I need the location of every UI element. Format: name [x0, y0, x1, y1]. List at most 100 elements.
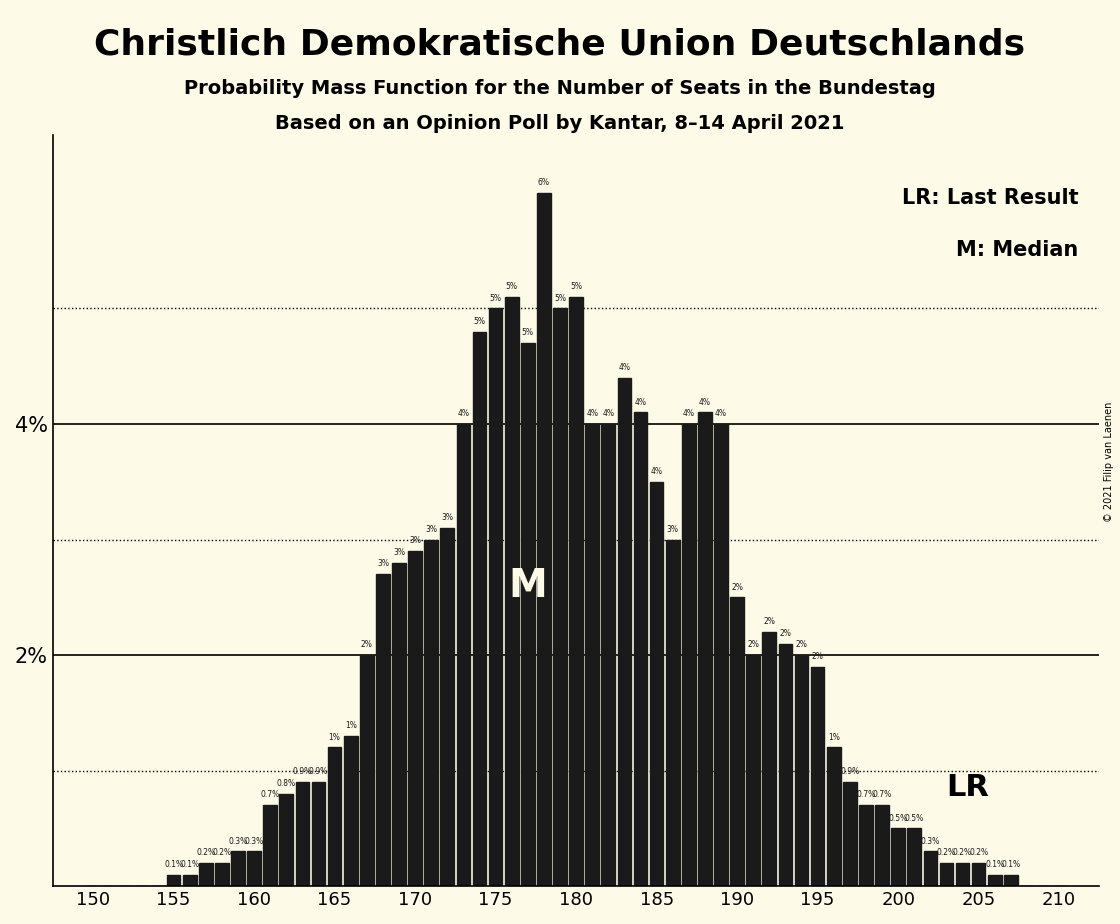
Bar	[955, 863, 970, 886]
Text: 2%: 2%	[780, 628, 792, 638]
Text: 4%: 4%	[635, 397, 646, 407]
Text: 2%: 2%	[747, 640, 759, 650]
Text: LR: LR	[946, 773, 989, 802]
Text: 0.9%: 0.9%	[840, 767, 859, 776]
Bar	[682, 424, 696, 886]
Text: 2%: 2%	[795, 640, 808, 650]
Text: 5%: 5%	[570, 282, 582, 291]
Text: 2%: 2%	[731, 582, 743, 591]
Text: 0.2%: 0.2%	[953, 848, 972, 857]
Text: 4%: 4%	[618, 363, 631, 372]
Bar	[409, 551, 422, 886]
Text: 3%: 3%	[441, 513, 454, 522]
Bar	[827, 748, 841, 886]
Text: Based on an Opinion Poll by Kantar, 8–14 April 2021: Based on an Opinion Poll by Kantar, 8–14…	[276, 114, 844, 133]
Bar	[924, 852, 937, 886]
Bar	[505, 297, 519, 886]
Bar	[280, 794, 293, 886]
Bar	[730, 597, 744, 886]
Text: 0.5%: 0.5%	[888, 814, 908, 822]
Bar	[248, 852, 261, 886]
Text: 1%: 1%	[828, 733, 840, 742]
Text: 6%: 6%	[538, 178, 550, 188]
Text: © 2021 Filip van Laenen: © 2021 Filip van Laenen	[1104, 402, 1114, 522]
Text: 5%: 5%	[474, 317, 486, 326]
Bar	[698, 412, 712, 886]
Bar	[167, 875, 180, 886]
Bar	[538, 193, 551, 886]
Text: 0.7%: 0.7%	[872, 791, 892, 799]
Bar	[344, 736, 357, 886]
Bar	[795, 655, 809, 886]
Bar	[360, 655, 374, 886]
Text: 3%: 3%	[377, 559, 389, 568]
Bar	[586, 424, 599, 886]
Bar	[746, 655, 760, 886]
Bar	[311, 782, 326, 886]
Bar	[392, 563, 405, 886]
Text: 0.7%: 0.7%	[261, 791, 280, 799]
Bar	[1004, 875, 1018, 886]
Bar	[650, 481, 663, 886]
Text: 3%: 3%	[409, 536, 421, 545]
Bar	[763, 632, 776, 886]
Text: 0.2%: 0.2%	[937, 848, 956, 857]
Text: 4%: 4%	[683, 409, 694, 419]
Bar	[940, 863, 953, 886]
Text: 0.5%: 0.5%	[905, 814, 924, 822]
Bar	[424, 540, 438, 886]
Bar	[843, 782, 857, 886]
Text: 0.1%: 0.1%	[986, 860, 1005, 869]
Text: 2%: 2%	[764, 617, 775, 626]
Text: 0.3%: 0.3%	[921, 837, 940, 845]
Bar	[263, 805, 277, 886]
Bar	[553, 309, 567, 886]
Text: 0.1%: 0.1%	[1001, 860, 1020, 869]
Text: 3%: 3%	[393, 548, 405, 557]
Bar	[988, 875, 1001, 886]
Bar	[859, 805, 872, 886]
Bar	[440, 528, 455, 886]
Bar	[328, 748, 342, 886]
Text: 0.3%: 0.3%	[228, 837, 248, 845]
Bar	[907, 829, 921, 886]
Bar	[569, 297, 584, 886]
Text: 1%: 1%	[345, 721, 356, 730]
Text: 4%: 4%	[457, 409, 469, 419]
Text: 3%: 3%	[666, 525, 679, 534]
Bar	[457, 424, 470, 886]
Bar	[521, 343, 534, 886]
Bar	[972, 863, 986, 886]
Bar	[231, 852, 245, 886]
Text: 0.9%: 0.9%	[292, 767, 312, 776]
Bar	[296, 782, 309, 886]
Bar	[183, 875, 196, 886]
Bar	[376, 574, 390, 886]
Bar	[601, 424, 615, 886]
Bar	[199, 863, 213, 886]
Text: LR: Last Result: LR: Last Result	[902, 188, 1079, 208]
Bar	[715, 424, 728, 886]
Text: 5%: 5%	[506, 282, 517, 291]
Text: 4%: 4%	[603, 409, 615, 419]
Text: 2%: 2%	[361, 640, 373, 650]
Bar	[875, 805, 889, 886]
Text: Christlich Demokratische Union Deutschlands: Christlich Demokratische Union Deutschla…	[94, 28, 1026, 62]
Text: 0.9%: 0.9%	[309, 767, 328, 776]
Text: 3%: 3%	[426, 525, 437, 534]
Text: 0.7%: 0.7%	[857, 791, 876, 799]
Text: 5%: 5%	[554, 294, 566, 303]
Text: 0.1%: 0.1%	[180, 860, 199, 869]
Text: Probability Mass Function for the Number of Seats in the Bundestag: Probability Mass Function for the Number…	[184, 79, 936, 98]
Bar	[892, 829, 905, 886]
Text: 5%: 5%	[522, 328, 534, 337]
Text: 0.2%: 0.2%	[196, 848, 215, 857]
Text: 4%: 4%	[715, 409, 727, 419]
Text: M: M	[508, 566, 548, 604]
Text: 0.1%: 0.1%	[164, 860, 184, 869]
Text: 4%: 4%	[651, 467, 663, 476]
Bar	[473, 332, 486, 886]
Bar	[215, 863, 228, 886]
Text: 0.8%: 0.8%	[277, 779, 296, 788]
Text: 1%: 1%	[328, 733, 340, 742]
